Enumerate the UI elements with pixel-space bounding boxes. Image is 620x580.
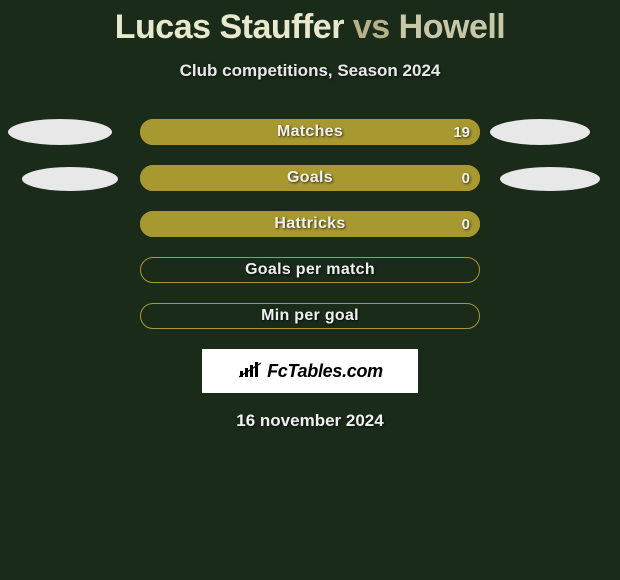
stat-row: Min per goal [140, 303, 480, 329]
stat-value: 19 [453, 119, 470, 145]
decorative-ellipse [490, 119, 590, 145]
decorative-ellipse [22, 167, 118, 191]
logo: FcTables.com [237, 359, 383, 384]
decorative-ellipse [8, 119, 112, 145]
header: Lucas Stauffer vs Howell Club competitio… [0, 0, 620, 81]
stat-value: 0 [462, 165, 470, 191]
stat-label: Matches [140, 119, 480, 145]
vs-text: vs [353, 8, 390, 46]
stat-row: Hattricks0 [140, 211, 480, 237]
subtitle: Club competitions, Season 2024 [0, 61, 620, 81]
comparison-content: Matches19Goals0Hattricks0Goals per match… [0, 119, 620, 431]
stat-row: Goals per match [140, 257, 480, 283]
stat-label: Goals per match [140, 257, 480, 283]
player1-name: Lucas Stauffer [115, 8, 344, 46]
logo-box: FcTables.com [202, 349, 418, 393]
stat-row: Goals0 [140, 165, 480, 191]
bars-icon [237, 359, 263, 384]
logo-text: FcTables.com [267, 361, 383, 382]
stat-value: 0 [462, 211, 470, 237]
stat-label: Hattricks [140, 211, 480, 237]
stat-label: Min per goal [140, 303, 480, 329]
page-title: Lucas Stauffer vs Howell [0, 8, 620, 47]
player2-name: Howell [399, 8, 506, 46]
stat-label: Goals [140, 165, 480, 191]
decorative-ellipse [500, 167, 600, 191]
stat-row: Matches19 [140, 119, 480, 145]
date-text: 16 november 2024 [0, 411, 620, 431]
